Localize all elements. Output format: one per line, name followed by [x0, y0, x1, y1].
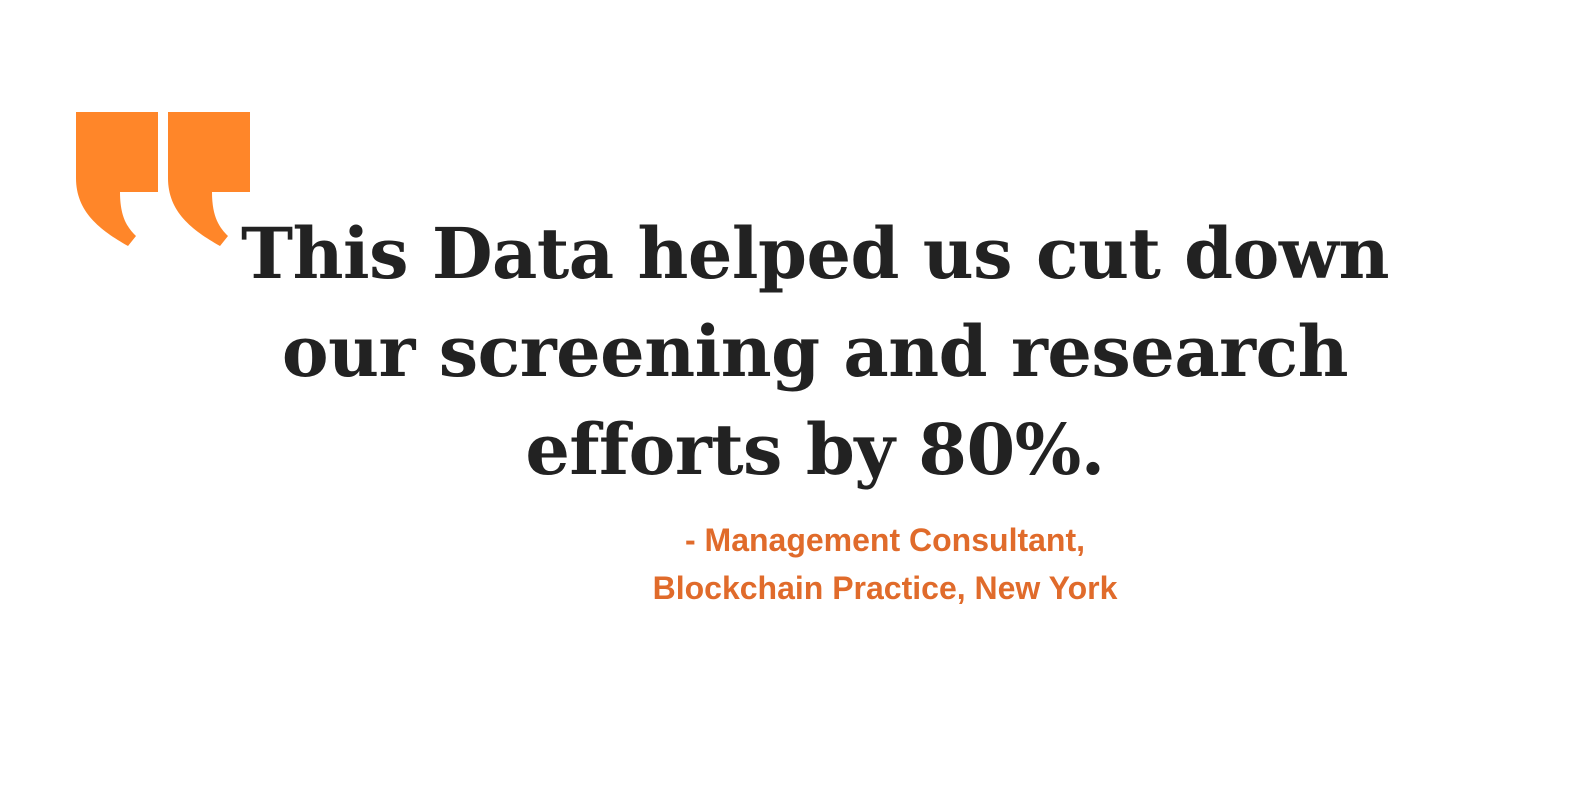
- testimonial-quote: This Data helped us cut down our screeni…: [240, 205, 1390, 499]
- quote-line: This Data helped us cut down: [241, 212, 1389, 295]
- attribution-location: Blockchain Practice, New York: [652, 570, 1118, 606]
- testimonial-attribution: - Management Consultant, Blockchain Prac…: [560, 516, 1210, 612]
- quotation-mark-icon: [76, 112, 250, 246]
- quote-line: our screening and research: [281, 310, 1349, 393]
- quote-line: efforts by 80%.: [525, 408, 1105, 491]
- attribution-role: - Management Consultant,: [684, 522, 1085, 558]
